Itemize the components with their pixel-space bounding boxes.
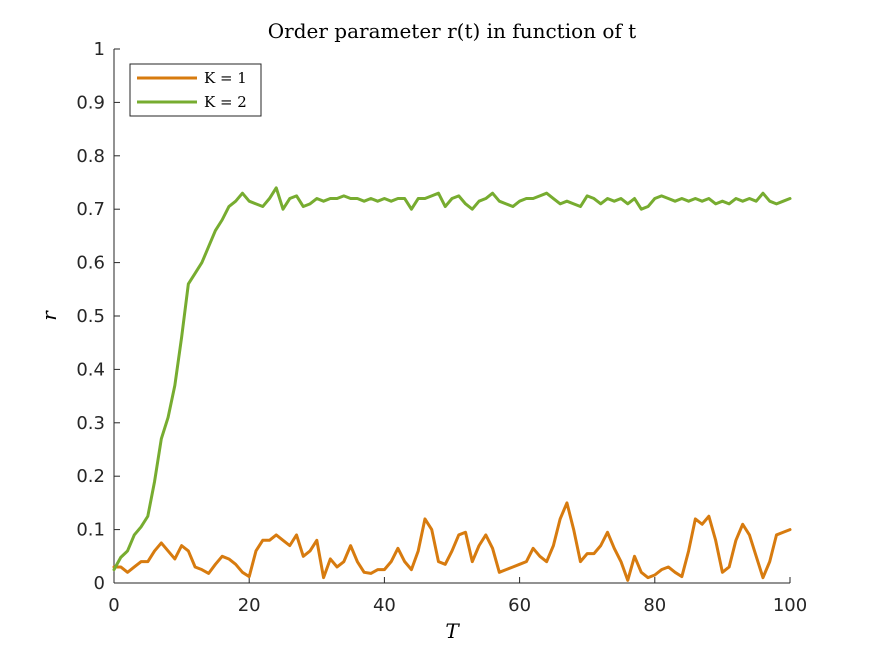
y-axis-label: r <box>37 310 61 321</box>
legend-box <box>129 63 262 117</box>
y-tick-label: 0.5 <box>76 306 105 327</box>
legend-label: K = 2 <box>204 93 247 111</box>
x-axis-label: T <box>445 619 460 643</box>
plot-axes: 0 20 40 60 80 100 0 0.1 0.2 0.3 0.4 0.5 0.6 0.7 0.8 0.9… <box>76 39 807 616</box>
x-tick-label: 100 <box>773 595 807 616</box>
y-tick-label: 0.1 <box>76 520 105 541</box>
x-tick-label: 40 <box>373 595 396 616</box>
y-tick-label: 0.4 <box>76 359 105 380</box>
x-tick-label: 60 <box>508 595 531 616</box>
y-tick-label: 0.9 <box>76 92 105 113</box>
y-tick-label: 0.3 <box>76 413 105 434</box>
x-tick-label: 0 <box>108 595 119 616</box>
x-tick-label: 80 <box>643 595 666 616</box>
y-tick-label: 0.7 <box>76 199 105 220</box>
y-tick-label: 0.2 <box>76 466 105 487</box>
y-tick-label: 1 <box>94 39 105 60</box>
chart-title: Order parameter r(t) in function of t <box>268 19 636 43</box>
series-line-k1 <box>112 501 792 582</box>
y-tick-label: 0.6 <box>76 253 105 274</box>
legend-label: K = 1 <box>204 69 247 87</box>
y-tick-label: 0 <box>94 573 105 594</box>
legend: K = 1 K = 2 <box>129 63 262 117</box>
y-tick-label: 0.8 <box>76 146 105 167</box>
x-tick-label: 20 <box>238 595 261 616</box>
plot-area <box>112 186 792 582</box>
series-line-k2 <box>112 186 792 572</box>
